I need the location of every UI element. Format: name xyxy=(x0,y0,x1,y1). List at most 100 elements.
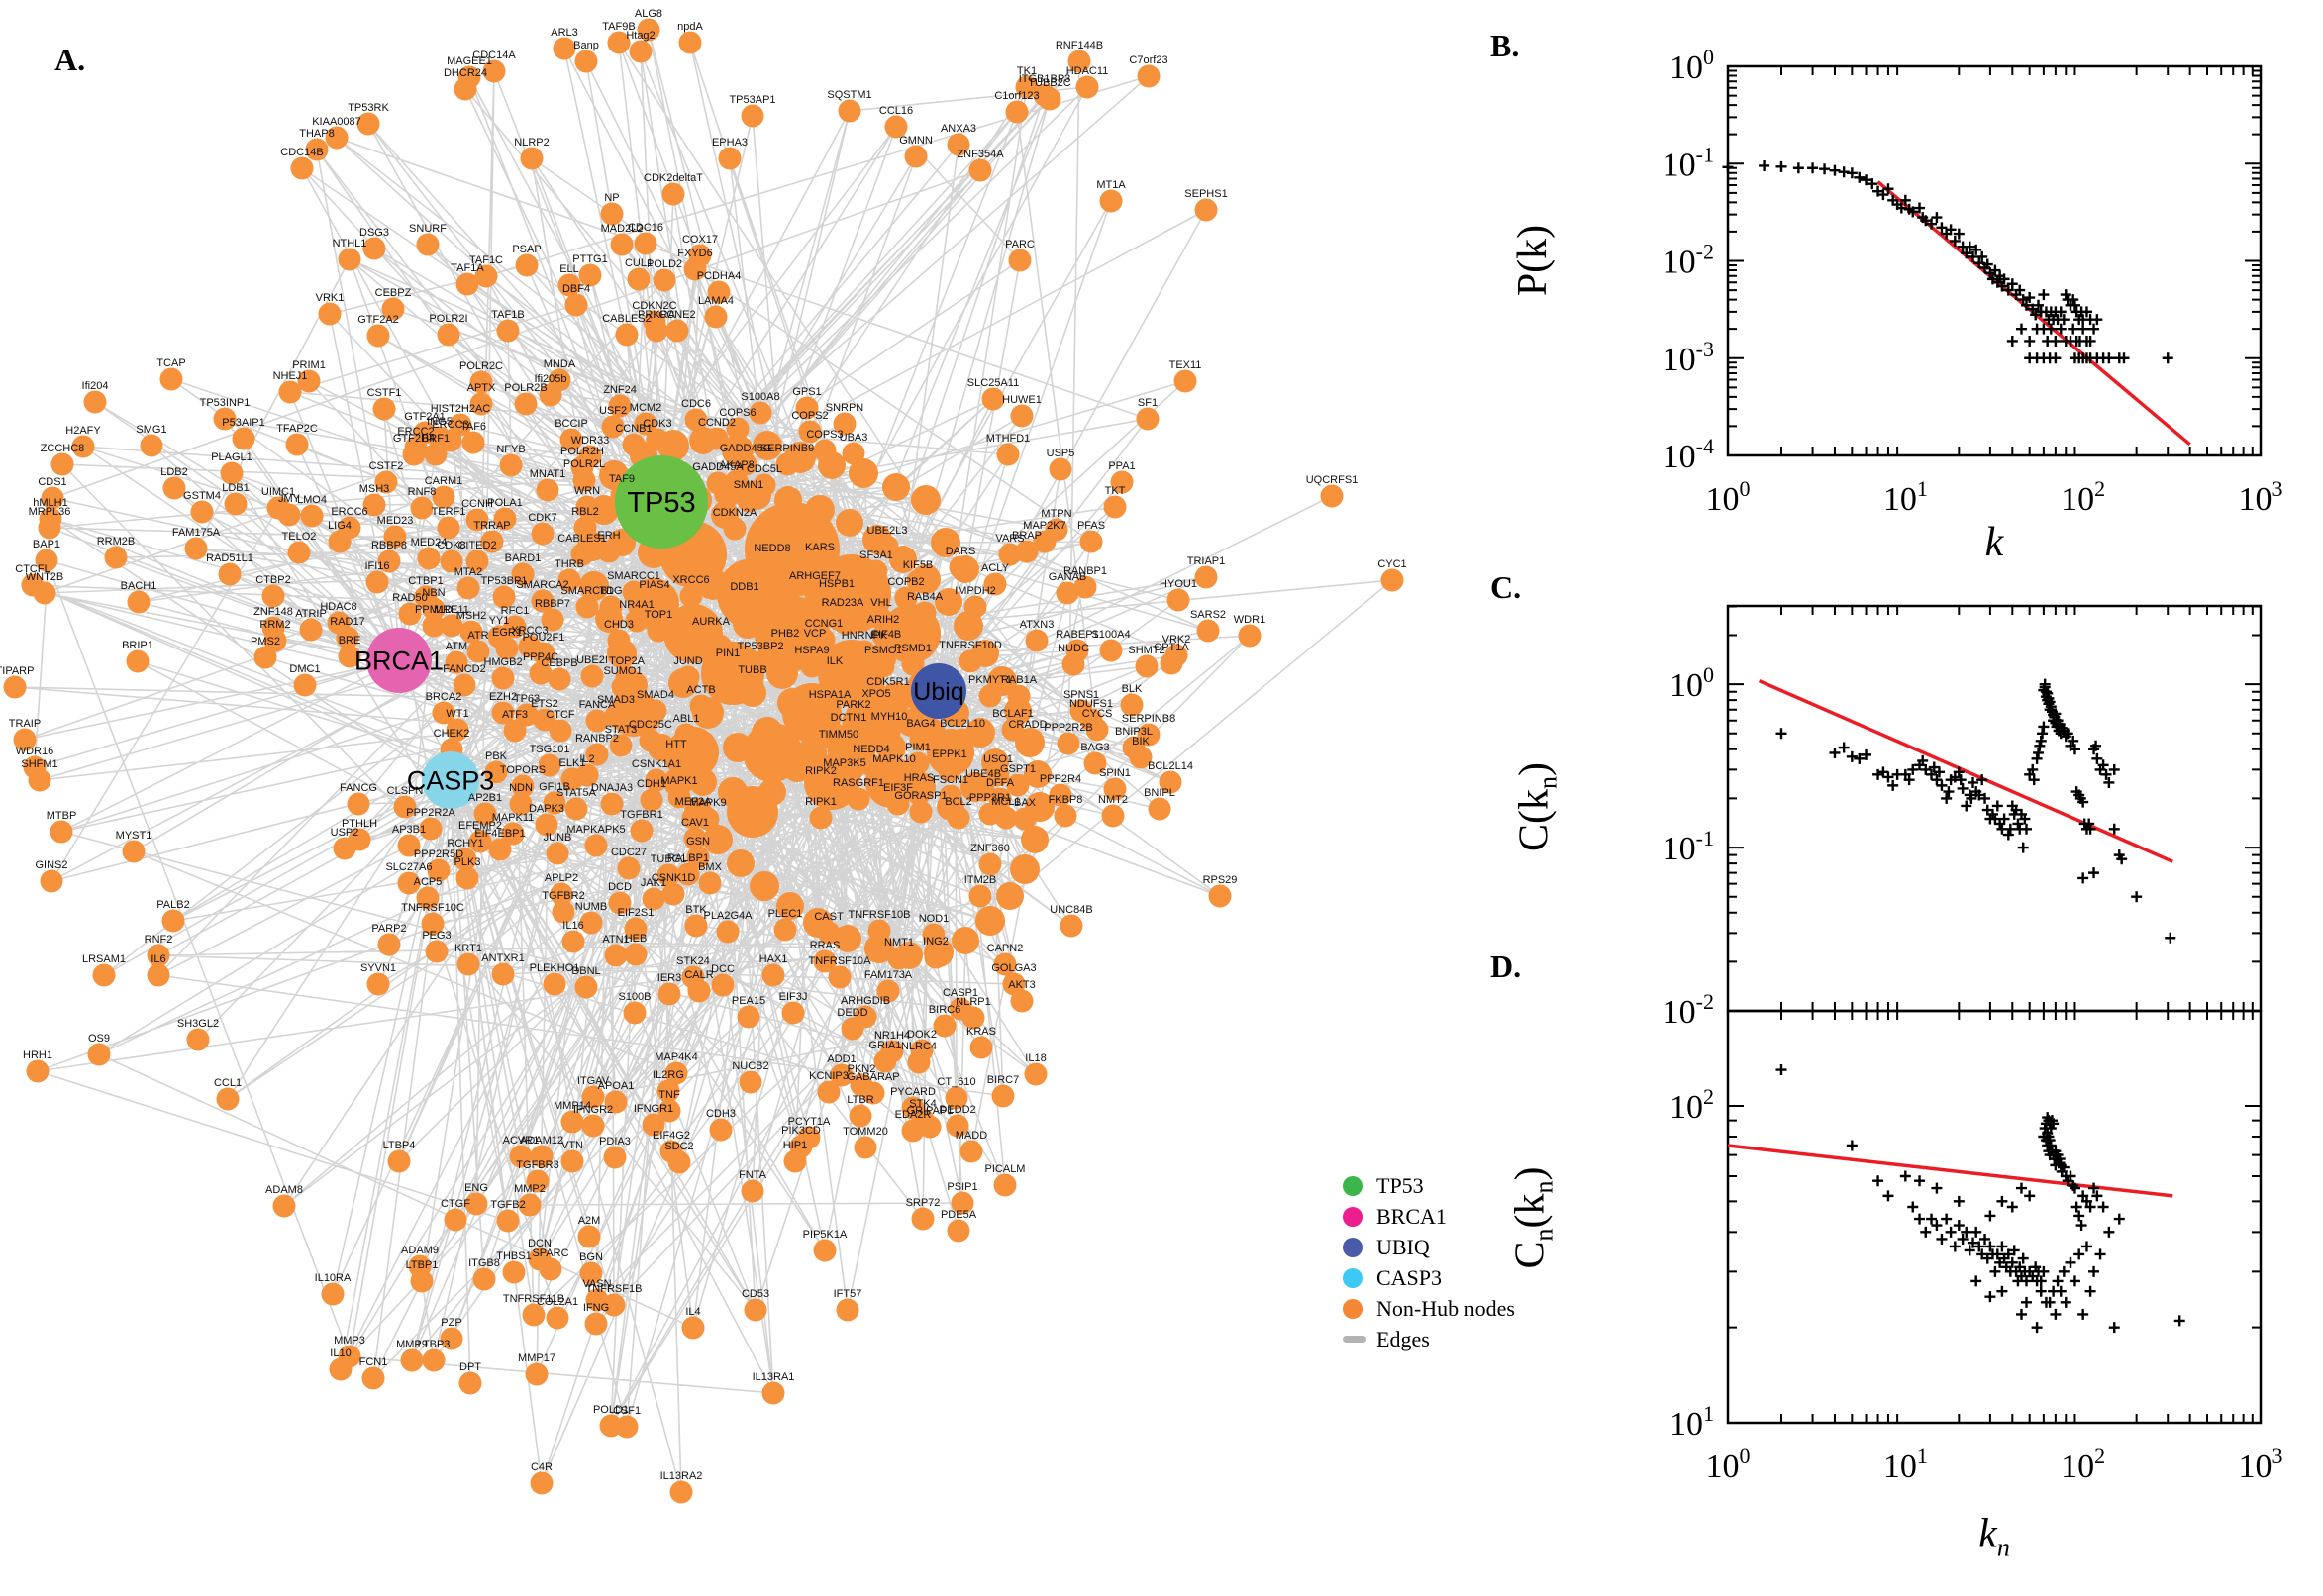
svg-text:CDK5R1: CDK5R1 xyxy=(866,676,909,688)
svg-text:LTBR: LTBR xyxy=(847,1094,873,1106)
svg-text:CYCS: CYCS xyxy=(1082,708,1113,720)
svg-text:TDG: TDG xyxy=(599,585,622,597)
svg-text:EIF3J: EIF3J xyxy=(779,991,808,1003)
svg-text:GORASP1: GORASP1 xyxy=(894,790,947,802)
svg-text:BCL2L10: BCL2L10 xyxy=(940,718,985,730)
svg-text:PSMC1: PSMC1 xyxy=(864,645,902,656)
svg-text:HRAS: HRAS xyxy=(904,772,935,784)
svg-text:NBN: NBN xyxy=(422,587,445,599)
svg-text:ATR: ATR xyxy=(467,630,488,642)
svg-text:STAT5A: STAT5A xyxy=(556,787,597,799)
svg-text:IL6: IL6 xyxy=(151,953,165,965)
svg-text:ARL3: ARL3 xyxy=(551,27,578,39)
svg-text:VTN: VTN xyxy=(561,1140,583,1151)
svg-text:PZP: PZP xyxy=(441,1317,461,1329)
svg-text:101: 101 xyxy=(1669,1401,1714,1443)
svg-text:POLR2B: POLR2B xyxy=(504,382,547,394)
svg-text:BCCIP: BCCIP xyxy=(555,418,588,430)
svg-text:TERF1: TERF1 xyxy=(432,506,466,518)
svg-text:ADAM12: ADAM12 xyxy=(520,1135,563,1147)
svg-text:PPP2R4: PPP2R4 xyxy=(1040,773,1081,785)
svg-text:PARK2: PARK2 xyxy=(836,699,870,711)
svg-text:CABLES2: CABLES2 xyxy=(602,313,652,325)
svg-text:TNFRSF11B: TNFRSF11B xyxy=(503,1293,564,1305)
svg-text:SMARCA2: SMARCA2 xyxy=(516,579,568,591)
svg-text:MMP14: MMP14 xyxy=(554,1100,591,1112)
svg-text:CASP3: CASP3 xyxy=(407,765,495,795)
svg-text:PPA1: PPA1 xyxy=(1108,460,1135,472)
svg-text:SQSTM1: SQSTM1 xyxy=(827,89,871,101)
svg-text:CSTF1: CSTF1 xyxy=(367,387,402,399)
svg-text:CRADD: CRADD xyxy=(1008,719,1047,731)
svg-text:GRIA1: GRIA1 xyxy=(868,1040,901,1051)
svg-text:TOP2A: TOP2A xyxy=(609,655,646,667)
svg-text:NR1H4: NR1H4 xyxy=(874,1030,910,1042)
svg-text:SHMT2: SHMT2 xyxy=(1128,645,1164,656)
svg-text:JMY: JMY xyxy=(278,493,301,505)
svg-text:TRRAP: TRRAP xyxy=(473,520,510,532)
svg-text:RCHY1: RCHY1 xyxy=(447,838,483,849)
svg-text:UBA3: UBA3 xyxy=(840,432,868,444)
svg-text:XRCC6: XRCC6 xyxy=(672,574,709,586)
svg-text:PIK3CD: PIK3CD xyxy=(781,1125,821,1137)
svg-text:ANXA3: ANXA3 xyxy=(941,123,976,135)
svg-text:AP2B1: AP2B1 xyxy=(468,792,502,804)
svg-text:HSPA9: HSPA9 xyxy=(794,645,829,656)
svg-text:DAPK3: DAPK3 xyxy=(529,803,564,815)
svg-text:10-1: 10-1 xyxy=(1663,826,1714,867)
svg-text:DOK2: DOK2 xyxy=(907,1029,937,1041)
svg-text:RRAS: RRAS xyxy=(810,940,841,951)
svg-text:PPP2R2A: PPP2R2A xyxy=(406,807,455,819)
svg-text:FANCG: FANCG xyxy=(340,782,377,794)
svg-text:MAP4K4: MAP4K4 xyxy=(655,1051,697,1063)
svg-text:POLA1: POLA1 xyxy=(487,497,522,509)
svg-text:CCND2: CCND2 xyxy=(698,417,736,429)
svg-text:ATXN3: ATXN3 xyxy=(1020,619,1055,631)
svg-text:BAG3: BAG3 xyxy=(1080,742,1109,753)
svg-text:KARS: KARS xyxy=(805,542,835,553)
node-swatch-icon xyxy=(1343,1267,1363,1288)
svg-text:ATF3: ATF3 xyxy=(502,709,528,721)
svg-text:COPS3: COPS3 xyxy=(806,429,843,441)
svg-text:PPP2R5D: PPP2R5D xyxy=(414,848,463,860)
svg-text:ZNF360: ZNF360 xyxy=(970,843,1010,854)
svg-text:100: 100 xyxy=(1706,1444,1751,1485)
svg-text:RAD17: RAD17 xyxy=(330,616,364,628)
svg-text:VHL: VHL xyxy=(870,597,891,609)
svg-text:TNFRSF1B: TNFRSF1B xyxy=(586,1283,643,1295)
svg-text:SNURF: SNURF xyxy=(409,223,447,235)
svg-text:TP53: TP53 xyxy=(627,487,695,519)
svg-text:BCL2: BCL2 xyxy=(945,796,972,808)
svg-text:FAM175A: FAM175A xyxy=(172,527,221,539)
svg-text:POLR2I: POLR2I xyxy=(429,313,467,325)
svg-text:CITED2: CITED2 xyxy=(457,540,496,551)
svg-text:AP3B1: AP3B1 xyxy=(392,824,426,836)
svg-text:ARHGDIB: ARHGDIB xyxy=(841,995,890,1007)
svg-text:MYST1: MYST1 xyxy=(116,830,152,842)
svg-text:NMT2: NMT2 xyxy=(1098,794,1128,806)
svg-text:DCD: DCD xyxy=(608,881,632,893)
svg-text:NLRC4: NLRC4 xyxy=(901,1041,937,1052)
svg-text:FSCN1: FSCN1 xyxy=(933,774,968,786)
svg-text:CDC14B: CDC14B xyxy=(280,147,323,158)
svg-text:MMP2: MMP2 xyxy=(514,1183,546,1195)
svg-text:BGN: BGN xyxy=(579,1251,603,1263)
svg-text:CTBP2: CTBP2 xyxy=(255,574,290,586)
svg-text:NOD1: NOD1 xyxy=(919,913,950,925)
svg-text:WDR33: WDR33 xyxy=(571,435,610,447)
svg-text:BTK: BTK xyxy=(685,904,707,916)
svg-text:WDR16: WDR16 xyxy=(16,746,54,757)
svg-text:HRH1: HRH1 xyxy=(23,1049,52,1061)
svg-text:MRPL36: MRPL36 xyxy=(29,506,71,518)
svg-text:CPT1A: CPT1A xyxy=(1154,642,1189,653)
svg-text:EGR1: EGR1 xyxy=(492,627,522,639)
svg-text:EIF4G2: EIF4G2 xyxy=(653,1130,690,1142)
svg-text:GTF2A1: GTF2A1 xyxy=(404,411,446,423)
svg-text:NEDD8: NEDD8 xyxy=(754,543,790,554)
svg-text:CT_610: CT_610 xyxy=(937,1076,975,1088)
svg-text:GANAB: GANAB xyxy=(1049,571,1087,583)
svg-text:POLR2H: POLR2H xyxy=(560,446,604,457)
svg-text:BRE: BRE xyxy=(339,635,361,647)
svg-text:POLD2: POLD2 xyxy=(647,258,682,270)
svg-text:TRAIP: TRAIP xyxy=(9,718,41,730)
